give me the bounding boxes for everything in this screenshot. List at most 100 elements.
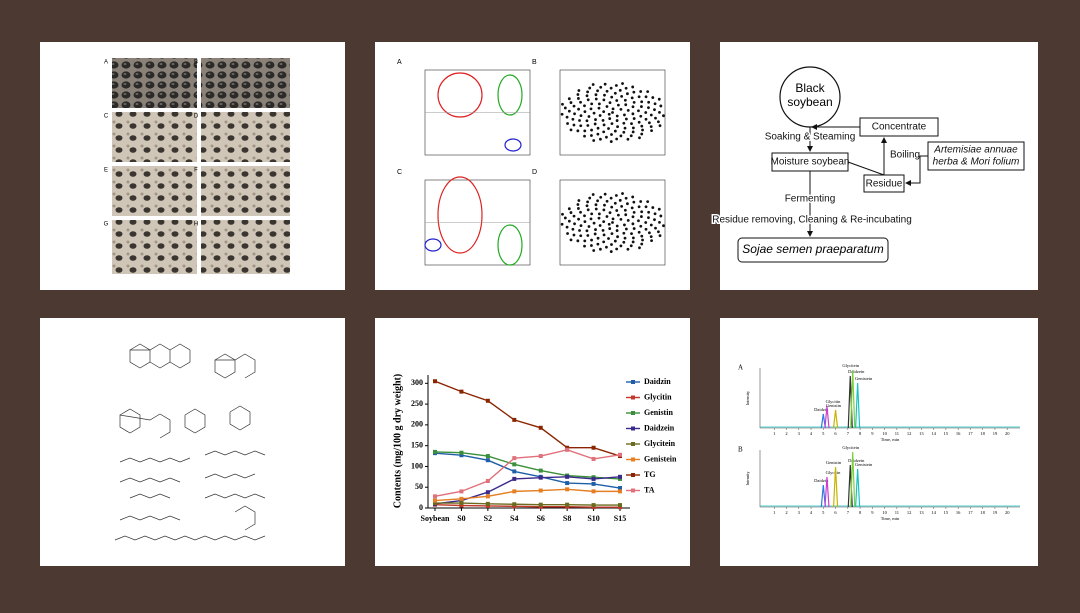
- cluster: [497, 224, 523, 266]
- point: [591, 445, 596, 450]
- loading-point: [572, 123, 576, 127]
- loading-point: [589, 107, 593, 111]
- pca-plots: A B C D: [397, 59, 666, 266]
- point: [485, 501, 490, 506]
- x-tick-label: 6: [834, 431, 837, 436]
- loading-point: [653, 218, 656, 222]
- point: [459, 389, 464, 394]
- plot-letter: C: [397, 169, 402, 176]
- x-tick-label: 3: [798, 510, 801, 515]
- loading-point: [637, 219, 640, 223]
- point: [618, 474, 622, 479]
- x-tick-label: 11: [895, 431, 899, 436]
- loading-point: [576, 203, 580, 206]
- loading-point: [594, 93, 598, 97]
- cluster: [437, 72, 483, 118]
- loading-point: [637, 205, 641, 209]
- x-tick-label: 2: [785, 510, 787, 515]
- structures: [114, 343, 266, 541]
- photo-letter: C: [104, 114, 109, 120]
- loading-point: [590, 244, 593, 247]
- point: [459, 503, 464, 508]
- loading-point: [611, 111, 614, 114]
- y-axis-label: Contents (mg/100 g dry weight): [392, 374, 403, 508]
- legend-marker: [631, 380, 635, 384]
- loading-point: [579, 114, 583, 118]
- loading-point: [621, 192, 624, 195]
- loading-point: [589, 217, 593, 221]
- loading-point: [619, 108, 623, 111]
- loading-point: [639, 200, 643, 203]
- panel: [40, 318, 345, 566]
- photo-letter: A: [104, 60, 108, 66]
- loading-point: [569, 211, 573, 214]
- x-tick-label: 18: [980, 510, 985, 515]
- loading-point: [590, 128, 593, 132]
- point: [433, 494, 437, 499]
- point: [433, 379, 437, 384]
- loading-point: [659, 214, 663, 218]
- loading-point: [626, 202, 629, 206]
- loading-point: [602, 233, 606, 237]
- loading-point: [651, 96, 655, 99]
- point: [591, 476, 596, 481]
- loading-point: [638, 246, 641, 250]
- loading-point: [658, 124, 662, 128]
- x-tick-label: 5: [822, 510, 825, 515]
- legend-label: TG: [644, 470, 656, 479]
- loading-point: [639, 90, 643, 93]
- loading-point: [662, 114, 665, 118]
- peak-label: Genistin: [826, 460, 842, 465]
- loading-point: [631, 130, 635, 134]
- loading-point: [577, 107, 580, 111]
- loading-point: [601, 119, 605, 122]
- x-tick-label: 16: [956, 510, 961, 515]
- point: [512, 502, 517, 507]
- node-label: Moisture soybean: [771, 157, 850, 168]
- loading-point: [585, 94, 589, 98]
- x-tick-label: 17: [968, 510, 973, 515]
- loading-point: [594, 228, 597, 231]
- loading-point: [602, 220, 606, 224]
- legend-label: Genistin: [644, 408, 673, 417]
- loading-point: [626, 137, 630, 141]
- legend-marker: [631, 395, 635, 400]
- loading-point: [576, 239, 580, 243]
- loading-point: [586, 200, 590, 204]
- point: [565, 504, 570, 509]
- loading-point: [590, 102, 594, 106]
- cluster: [497, 74, 523, 116]
- x-tick-label: 12: [907, 510, 912, 515]
- peak-label: Glycitin: [826, 399, 841, 404]
- loading-point: [605, 199, 609, 203]
- point: [459, 501, 464, 506]
- loading-point: [619, 218, 623, 221]
- loading-point: [621, 82, 624, 85]
- loading-point: [588, 196, 592, 200]
- loading-point: [599, 85, 603, 89]
- peak: [850, 451, 856, 508]
- loading-point: [561, 212, 564, 216]
- loading-point: [641, 128, 644, 132]
- loading-point: [644, 227, 648, 231]
- photo-letter: D: [194, 114, 199, 120]
- loading-point: [586, 90, 590, 94]
- point: [485, 490, 490, 495]
- node-box: [737, 237, 889, 263]
- loading-point: [602, 123, 606, 127]
- photo: [201, 58, 290, 108]
- y-tick-label: 250: [411, 399, 423, 408]
- legend-label: Daidzin: [644, 377, 671, 386]
- loading-point: [637, 230, 641, 234]
- cluster: [504, 138, 522, 152]
- x-tick-label: 3: [798, 431, 801, 436]
- loading-point: [615, 119, 619, 122]
- loading-point: [657, 97, 661, 101]
- loading-point: [608, 211, 612, 215]
- loading-point: [637, 109, 640, 113]
- loading-point: [640, 215, 643, 218]
- loading-point: [620, 204, 624, 208]
- point: [565, 502, 570, 507]
- loading-point: [610, 95, 614, 99]
- loading-point: [622, 231, 626, 235]
